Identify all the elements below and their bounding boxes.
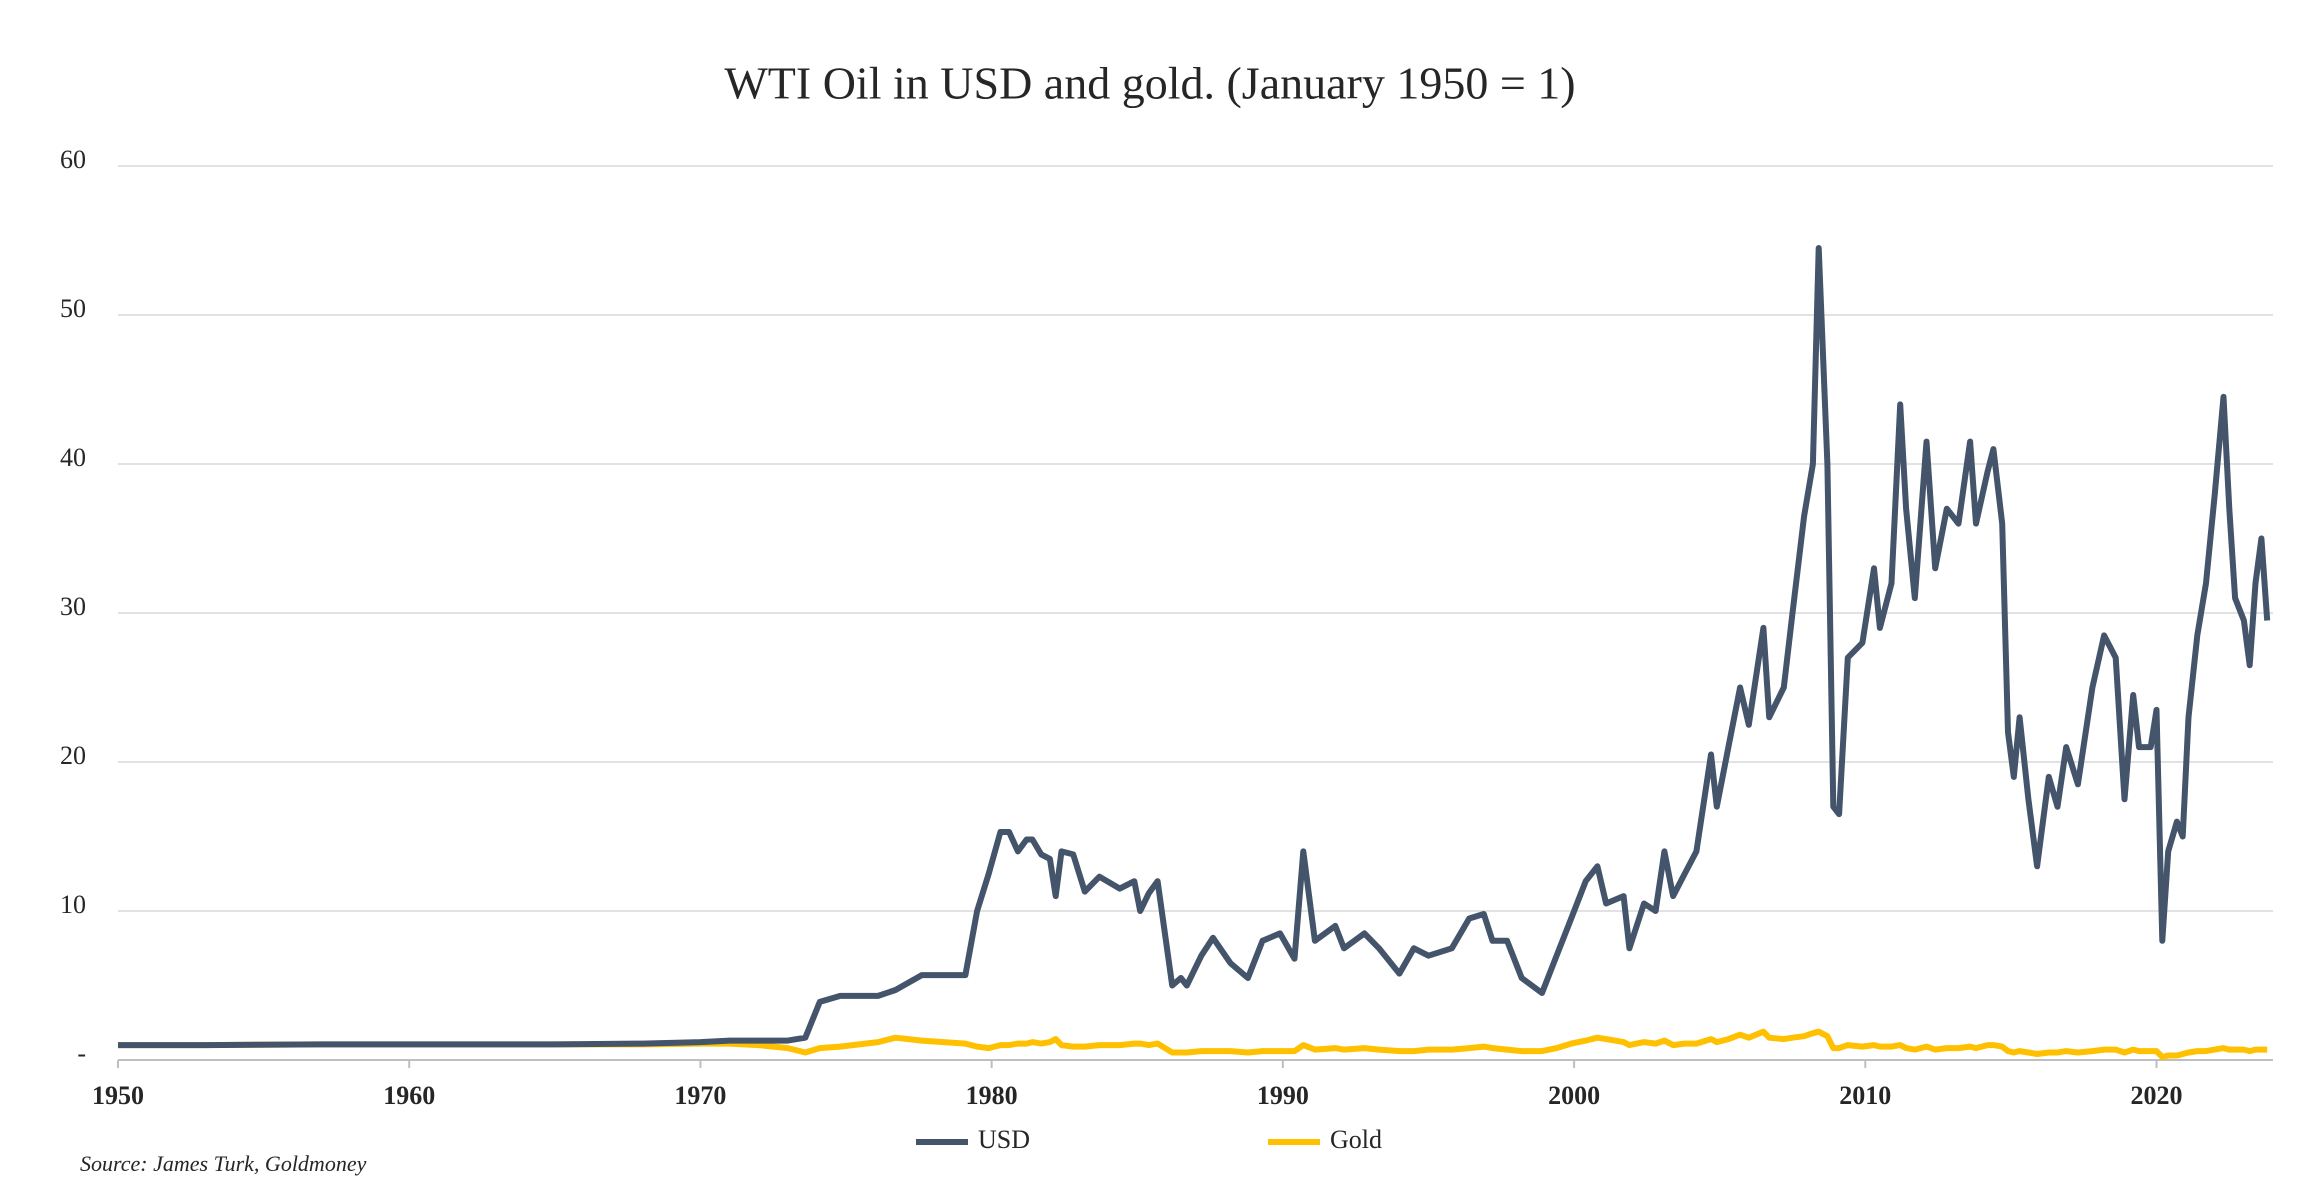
x-tick-label: 2000 [1548,1081,1600,1110]
x-tick-label: 1990 [1257,1081,1309,1110]
y-tick-label: 50 [60,294,86,323]
legend-label: USD [978,1125,1030,1154]
y-tick-label: 30 [60,592,86,621]
x-tick-label: 2020 [2131,1081,2183,1110]
x-tick-label: 1960 [383,1081,435,1110]
x-tick-label: 1980 [966,1081,1018,1110]
y-tick-label: 20 [60,741,86,770]
y-tick-label: 40 [60,443,86,472]
y-tick-label: - [77,1039,86,1068]
line-series [118,1028,2268,1060]
x-tick-label: 1950 [92,1081,144,1110]
x-tick-label: 2010 [1839,1081,1891,1110]
y-tick-label: 10 [60,890,86,919]
y-tick-label: 60 [60,145,86,174]
line-series [118,245,2271,1049]
x-tick-label: 1970 [674,1081,726,1110]
chart-title: WTI Oil in USD and gold. (January 1950 =… [724,58,1575,109]
source-note: Source: James Turk, Goldmoney [80,1151,367,1176]
legend-label: Gold [1330,1125,1382,1154]
